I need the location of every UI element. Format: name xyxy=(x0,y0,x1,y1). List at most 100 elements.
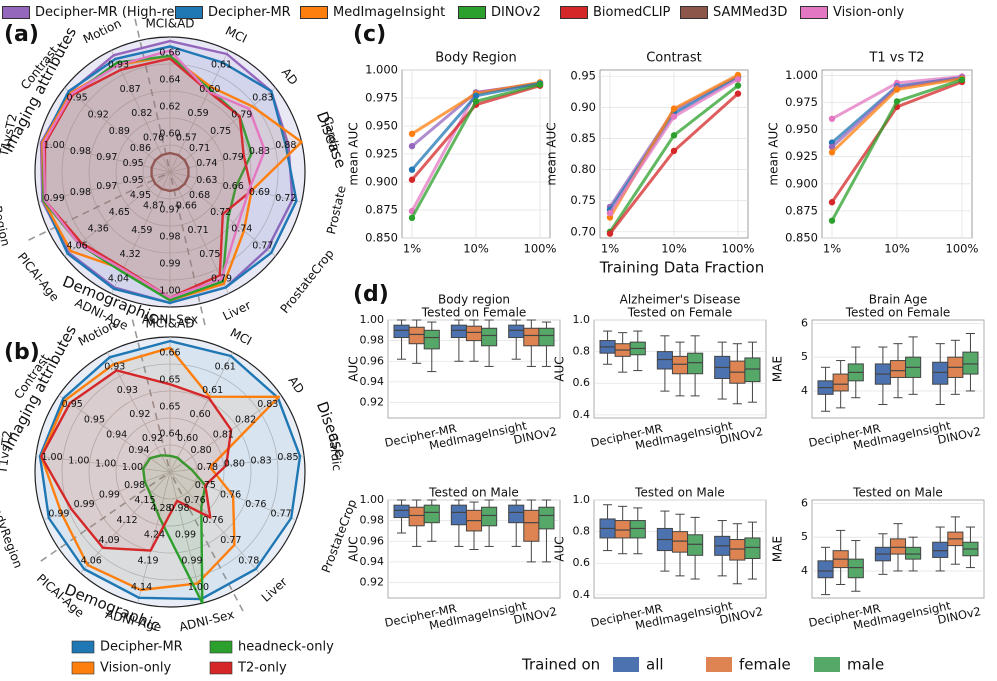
radar-axis-label: PICAI-Age xyxy=(15,250,62,304)
box-male xyxy=(687,352,704,375)
y-tick-label: 0.850 xyxy=(365,231,398,245)
radar-tick-label: 0.87 xyxy=(120,84,141,95)
boxplot-subplot: 0.40.60.81.0 Tested on MaleAUCDecipher-MR… xyxy=(553,486,767,633)
data-point xyxy=(670,113,678,120)
radar-tick-label: 0.83 xyxy=(257,399,278,410)
radar-tick-label: 1.00 xyxy=(68,455,89,466)
group-separator xyxy=(28,173,165,241)
radar-tick-label: 0.79 xyxy=(223,152,244,163)
y-tick-label: 6 xyxy=(801,496,808,509)
radar-series-headneck-only xyxy=(141,454,207,605)
data-point xyxy=(958,76,966,83)
group-separator xyxy=(131,319,170,467)
y-axis-label: mean AUC xyxy=(545,122,559,185)
radar-tick-label: 0.98 xyxy=(168,503,189,514)
boxplot-subplot: 0.40.60.81.0 Tested on FemaleAUCDecipher-… xyxy=(553,306,767,453)
y-tick-label: 0.6 xyxy=(573,556,591,569)
box-all xyxy=(393,324,410,339)
panel-label-d: (d) xyxy=(353,282,389,307)
data-point xyxy=(828,143,836,151)
radar-tick-label: 0.61 xyxy=(202,385,223,396)
radar-tick-label: 0.60 xyxy=(190,409,211,420)
radar-tick-label: 1.00 xyxy=(159,285,180,296)
radar-tick-label: 0.99 xyxy=(99,489,120,500)
radar-tick-label: 0.78 xyxy=(197,462,218,473)
y-tick-label: 0.85 xyxy=(570,131,596,145)
radar-spoke xyxy=(169,141,302,173)
panel-label-c: (c) xyxy=(353,22,387,47)
radar-tick-label: 0.89 xyxy=(109,126,130,137)
radar-spoke xyxy=(137,471,171,604)
radar-tick-label: 4.06 xyxy=(81,555,102,566)
x-tick-label: 1% xyxy=(601,242,619,256)
x-axis-label-c: Training Data Fraction xyxy=(599,259,764,277)
subplot-title: Tested on Female xyxy=(845,306,951,320)
radar-tick-label: 0.83 xyxy=(252,92,273,103)
radar-tick-label: 0.95 xyxy=(62,399,83,410)
radar-tick-label: 0.64 xyxy=(159,429,180,440)
box-male xyxy=(687,534,704,556)
box-male xyxy=(481,506,498,527)
y-tick-label: 0.95 xyxy=(570,69,596,83)
radar-axis-label: BodyRegion xyxy=(0,175,13,248)
y-tick-label: 0.975 xyxy=(785,95,818,109)
y-tick-label: 1.000 xyxy=(785,68,818,82)
subplot-title: T1 vs T2 xyxy=(868,51,924,66)
group-separator xyxy=(134,18,170,167)
y-axis-label: MAE xyxy=(771,356,785,382)
radar-tick-label: 0.95 xyxy=(67,92,88,103)
radar-axis-label: ProstateCrop xyxy=(277,247,336,316)
radar-axis-label: Cardic xyxy=(326,432,344,471)
radar-tick-label: 0.93 xyxy=(104,361,125,372)
radar-tick-label: 0.82 xyxy=(131,108,152,119)
box-male xyxy=(423,504,440,524)
data-point xyxy=(828,217,836,224)
radar-chart-a: 0.660.640.620.600.610.600.590.570.830.79… xyxy=(0,16,350,333)
y-axis-label: MAE xyxy=(771,536,785,562)
legend-label: all xyxy=(646,656,664,674)
radar-tick-label: 0.76 xyxy=(245,499,266,510)
radar-tick-label: 0.77 xyxy=(271,509,292,520)
radar-tick-label: 0.97 xyxy=(159,204,180,215)
radar-spoke xyxy=(35,455,171,473)
radar-axis-label: MCI xyxy=(228,325,254,348)
radar-tick-label: 4.12 xyxy=(116,515,137,526)
legend-swatch xyxy=(209,640,233,654)
subplot-title: Tested on Female xyxy=(421,306,527,320)
data-point xyxy=(408,214,416,222)
radar-tick-label: 0.88 xyxy=(275,140,296,151)
y-tick-label: 5 xyxy=(801,350,808,363)
box-female xyxy=(465,325,483,342)
y-tick-label: 0.6 xyxy=(573,376,591,389)
data-point xyxy=(408,142,416,150)
radar-tick-label: 0.76 xyxy=(143,132,164,143)
legend-swatch xyxy=(71,661,95,675)
legend-swatch xyxy=(680,5,708,19)
legend-label: male xyxy=(847,656,884,674)
radar-tick-label: 0.66 xyxy=(176,201,197,212)
y-tick-label: 0.875 xyxy=(785,203,818,217)
x-tick-label: 1% xyxy=(823,242,841,256)
radar-tick-label: 0.97 xyxy=(96,152,117,163)
radar-tick-label: 0.78 xyxy=(238,555,259,566)
x-tick-label: 10% xyxy=(661,242,687,256)
box-female xyxy=(889,360,907,378)
y-axis-label: AUC xyxy=(553,356,567,381)
data-point xyxy=(734,76,742,83)
radar-tick-label: 4.14 xyxy=(131,582,152,593)
radar-series-vision-only xyxy=(42,49,266,299)
radar-tick-label: 1.00 xyxy=(122,462,143,473)
data-point xyxy=(893,98,901,105)
y-tick-label: 0.96 xyxy=(360,354,385,367)
legend-swatch xyxy=(458,5,486,19)
box-male xyxy=(847,558,864,579)
radar-tick-label: 0.75 xyxy=(199,249,220,260)
radar-series-sammed3d xyxy=(150,151,190,193)
radar-tick-label: 0.66 xyxy=(159,348,180,359)
data-point xyxy=(408,166,416,173)
radar-tick-label: 0.69 xyxy=(249,187,270,198)
radar-tick-label: 0.72 xyxy=(210,207,231,218)
boxplot-column-title: Brain Age xyxy=(869,293,927,307)
radar-axis-label: Liver xyxy=(220,298,253,323)
